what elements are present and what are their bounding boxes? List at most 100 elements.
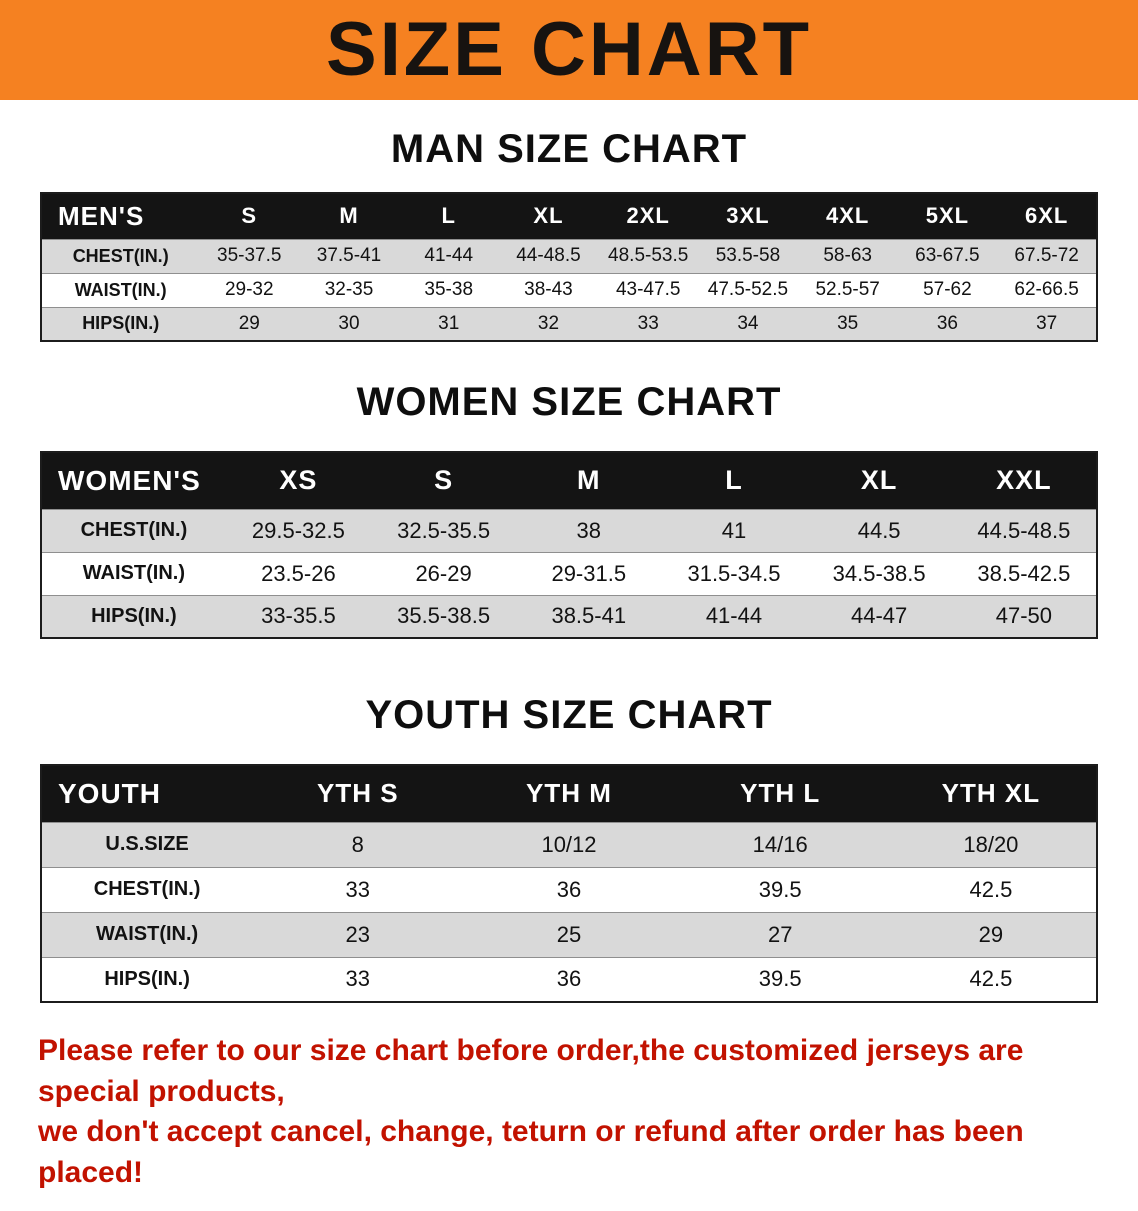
size-header-cell: S (370, 452, 517, 509)
value-cell: 37 (997, 306, 1097, 341)
value-cell: 38-43 (498, 272, 599, 307)
value-cell: 8 (252, 821, 464, 867)
value-cell: 53.5-58 (698, 238, 798, 273)
disclaimer-line-2: we don't accept cancel, change, teturn o… (38, 1115, 1024, 1189)
value-cell: 63-67.5 (897, 238, 998, 273)
row-label-cell: CHEST(IN.) (41, 238, 200, 273)
table-row: CHEST(IN.) 33 36 39.5 42.5 (41, 866, 1097, 912)
table-row: HIPS(IN.) 33-35.5 35.5-38.5 38.5-41 41-44 44-… (41, 594, 1097, 638)
size-header-cell: YTH S (252, 765, 464, 822)
table-title-cell: YOUTH (41, 765, 253, 822)
men-size-section: MAN SIZE CHART MEN'S S M L XL 2XL 3XL 4XL 5XL 6XL… (0, 127, 1138, 342)
value-cell: 35-37.5 (199, 238, 300, 273)
size-header-cell: YTH L (674, 765, 886, 822)
size-header-cell: 6XL (997, 193, 1097, 239)
size-header-cell: 5XL (897, 193, 998, 239)
row-label-cell: HIPS(IN.) (41, 306, 200, 341)
value-cell: 29.5-32.5 (225, 508, 371, 552)
table-row: WAIST(IN.) 23 25 27 29 (41, 911, 1097, 957)
value-cell: 34.5-38.5 (806, 551, 952, 595)
table-row: WAIST(IN.) 29-32 32-35 35-38 38-43 43-47.5 47.… (41, 272, 1097, 307)
value-cell: 31 (398, 306, 499, 341)
value-cell: 44.5 (806, 508, 952, 552)
value-cell: 29-32 (199, 272, 300, 307)
value-cell: 18/20 (885, 821, 1097, 867)
value-cell: 44-48.5 (498, 238, 599, 273)
row-label-cell: CHEST(IN.) (41, 508, 226, 552)
row-label-cell: WAIST(IN.) (41, 272, 200, 307)
value-cell: 10/12 (463, 821, 675, 867)
row-label-cell: U.S.SIZE (41, 821, 253, 867)
value-cell: 33 (252, 866, 464, 912)
disclaimer: Please refer to our size chart before or… (38, 1031, 1100, 1193)
disclaimer-line-1: Please refer to our size chart before or… (38, 1034, 1024, 1108)
value-cell: 23.5-26 (225, 551, 371, 595)
value-cell: 36 (463, 866, 675, 912)
table-title-cell: WOMEN'S (41, 452, 226, 509)
size-header-cell: YTH XL (885, 765, 1097, 822)
value-cell: 47-50 (951, 594, 1097, 638)
size-header-cell: XL (498, 193, 599, 239)
size-header-cell: S (199, 193, 300, 239)
value-cell: 41 (661, 508, 807, 552)
value-cell: 38.5-41 (516, 594, 662, 638)
size-header-cell: M (299, 193, 399, 239)
value-cell: 29-31.5 (516, 551, 662, 595)
value-cell: 14/16 (674, 821, 886, 867)
value-cell: 42.5 (885, 956, 1097, 1002)
value-cell: 58-63 (797, 238, 898, 273)
table-header-row: YOUTH YTH S YTH M YTH L YTH XL (41, 765, 1097, 822)
table-header-row: WOMEN'S XS S M L XL XXL (41, 452, 1097, 509)
value-cell: 29 (885, 911, 1097, 957)
value-cell: 33 (252, 956, 464, 1002)
value-cell: 35 (797, 306, 898, 341)
size-header-cell: M (516, 452, 662, 509)
women-chart-heading: WOMEN SIZE CHART (356, 380, 782, 424)
row-label-cell: HIPS(IN.) (41, 594, 226, 638)
page-title: SIZE CHART (326, 7, 812, 92)
value-cell: 35.5-38.5 (370, 594, 517, 638)
value-cell: 41-44 (398, 238, 499, 273)
size-header-cell: 4XL (797, 193, 898, 239)
table-row: CHEST(IN.) 29.5-32.5 32.5-35.5 38 41 44.5 44.5… (41, 508, 1097, 552)
value-cell: 23 (252, 911, 464, 957)
table-row: U.S.SIZE 8 10/12 14/16 18/20 (41, 821, 1097, 867)
table-row: CHEST(IN.) 35-37.5 37.5-41 41-44 44-48.5 48.5… (41, 238, 1097, 273)
value-cell: 47.5-52.5 (698, 272, 798, 307)
size-header-cell: XS (225, 452, 371, 509)
value-cell: 34 (698, 306, 798, 341)
value-cell: 35-38 (398, 272, 499, 307)
table-row: HIPS(IN.) 33 36 39.5 42.5 (41, 956, 1097, 1002)
value-cell: 42.5 (885, 866, 1097, 912)
value-cell: 43-47.5 (598, 272, 699, 307)
value-cell: 67.5-72 (997, 238, 1097, 273)
table-header-row: MEN'S S M L XL 2XL 3XL 4XL 5XL 6XL (41, 193, 1097, 239)
row-label-cell: WAIST(IN.) (41, 911, 253, 957)
size-header-cell: XXL (951, 452, 1097, 509)
value-cell: 62-66.5 (997, 272, 1097, 307)
value-cell: 27 (674, 911, 886, 957)
value-cell: 44-47 (806, 594, 952, 638)
value-cell: 30 (299, 306, 399, 341)
value-cell: 29 (199, 306, 300, 341)
men-chart-heading: MAN SIZE CHART (390, 127, 748, 171)
value-cell: 48.5-53.5 (598, 238, 699, 273)
youth-chart-heading: YOUTH SIZE CHART (365, 693, 773, 737)
value-cell: 41-44 (661, 594, 807, 638)
size-header-cell: 3XL (698, 193, 798, 239)
value-cell: 31.5-34.5 (661, 551, 807, 595)
value-cell: 32 (498, 306, 599, 341)
value-cell: 57-62 (897, 272, 998, 307)
value-cell: 38 (516, 508, 662, 552)
youth-size-section: YOUTH SIZE CHART YOUTH YTH S YTH M YTH L YTH… (0, 693, 1138, 1003)
value-cell: 39.5 (674, 866, 886, 912)
value-cell: 38.5-42.5 (951, 551, 1097, 595)
value-cell: 26-29 (370, 551, 517, 595)
value-cell: 44.5-48.5 (951, 508, 1097, 552)
value-cell: 37.5-41 (299, 238, 399, 273)
size-header-cell: L (661, 452, 807, 509)
size-header-cell: YTH M (463, 765, 675, 822)
value-cell: 36 (463, 956, 675, 1002)
size-header-cell: L (398, 193, 499, 239)
size-chart-banner: SIZE CHART (0, 0, 1138, 100)
